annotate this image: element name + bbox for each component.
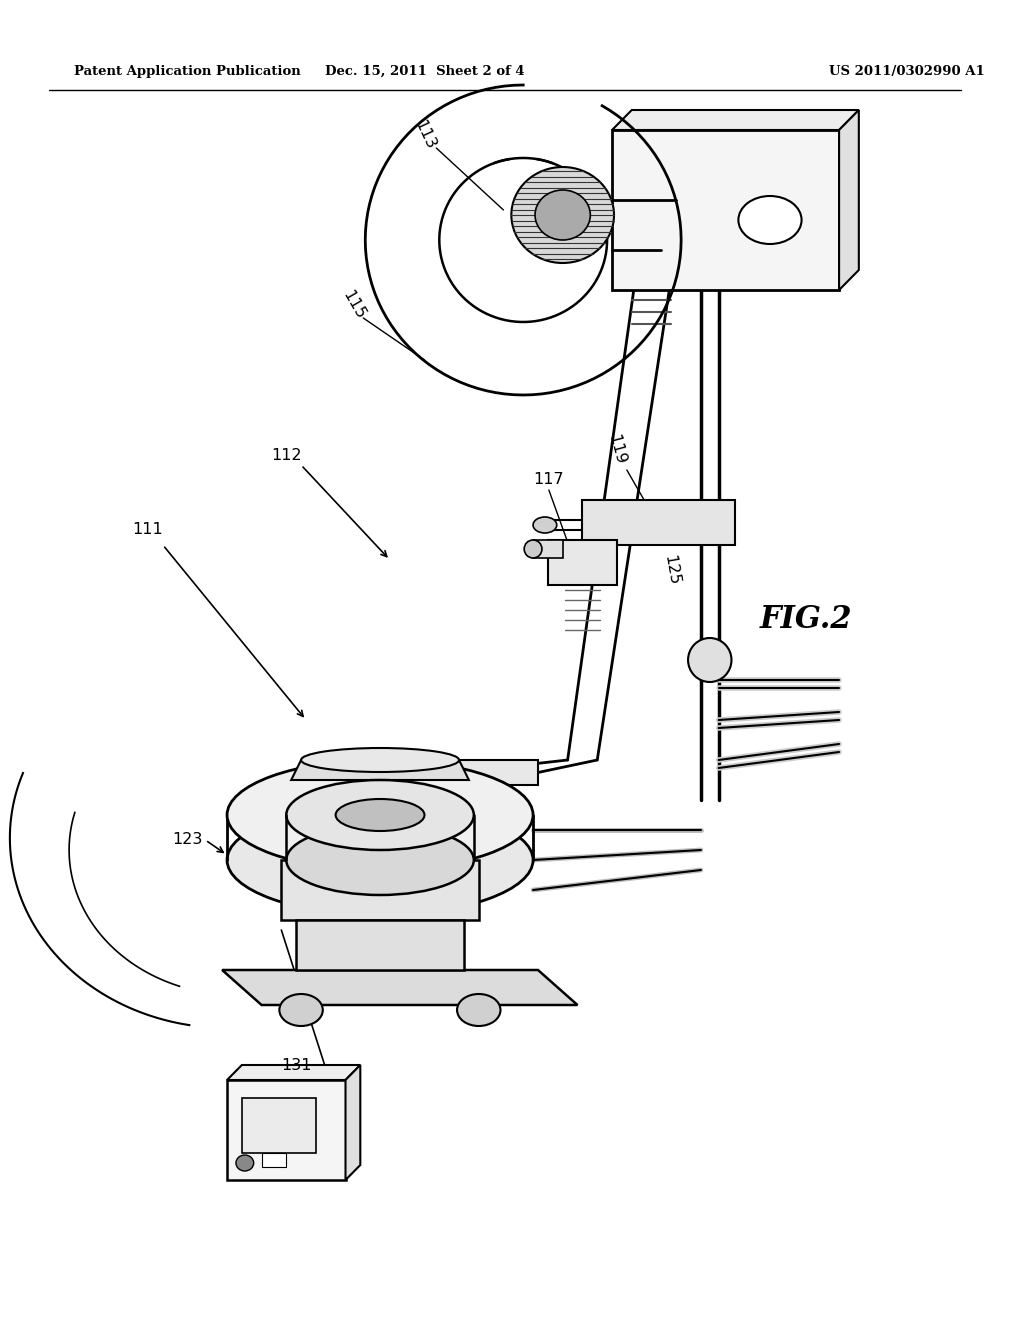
- Ellipse shape: [236, 1155, 254, 1171]
- Bar: [534, 540, 562, 558]
- Text: 125: 125: [662, 553, 681, 586]
- Polygon shape: [222, 970, 578, 1005]
- Polygon shape: [345, 1065, 360, 1180]
- Text: 111: 111: [133, 523, 164, 537]
- Ellipse shape: [534, 517, 557, 533]
- Ellipse shape: [287, 780, 474, 850]
- Polygon shape: [839, 110, 859, 290]
- Bar: [548, 540, 617, 585]
- Text: Dec. 15, 2011  Sheet 2 of 4: Dec. 15, 2011 Sheet 2 of 4: [325, 65, 524, 78]
- Ellipse shape: [738, 195, 802, 244]
- Ellipse shape: [301, 748, 459, 772]
- Text: 112: 112: [271, 447, 302, 462]
- Bar: [459, 760, 538, 785]
- Polygon shape: [291, 760, 469, 780]
- Text: 131: 131: [281, 1057, 311, 1072]
- Text: 113: 113: [412, 117, 437, 152]
- Ellipse shape: [457, 994, 501, 1026]
- Text: 115: 115: [339, 288, 368, 322]
- Text: 119: 119: [606, 433, 628, 467]
- Ellipse shape: [287, 825, 474, 895]
- Bar: [583, 500, 735, 545]
- Bar: [242, 1098, 315, 1152]
- Ellipse shape: [227, 805, 534, 915]
- Text: FIG.2: FIG.2: [760, 605, 853, 635]
- Text: 123: 123: [172, 833, 203, 847]
- Polygon shape: [612, 110, 859, 129]
- Ellipse shape: [227, 760, 534, 870]
- Ellipse shape: [524, 540, 542, 558]
- Bar: [612, 129, 839, 290]
- Polygon shape: [227, 1065, 360, 1080]
- Ellipse shape: [280, 994, 323, 1026]
- Ellipse shape: [336, 799, 425, 832]
- Bar: [227, 1080, 345, 1180]
- Text: 117: 117: [534, 473, 564, 487]
- Text: Patent Application Publication: Patent Application Publication: [74, 65, 301, 78]
- Ellipse shape: [535, 190, 590, 240]
- Bar: [282, 861, 479, 920]
- Text: US 2011/0302990 A1: US 2011/0302990 A1: [829, 65, 985, 78]
- Ellipse shape: [511, 168, 614, 263]
- Ellipse shape: [688, 638, 731, 682]
- Bar: [261, 1152, 287, 1167]
- Bar: [296, 920, 464, 970]
- Bar: [612, 201, 656, 249]
